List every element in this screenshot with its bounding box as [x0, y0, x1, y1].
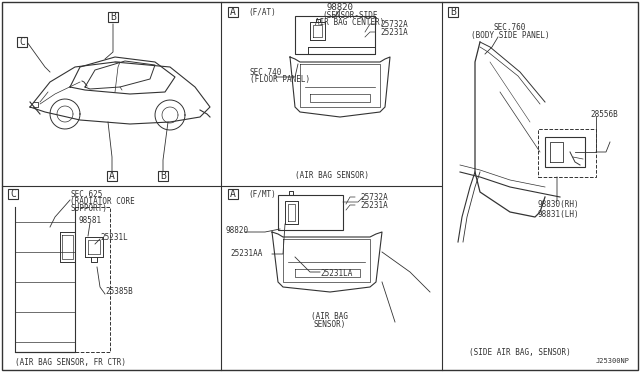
- Text: A: A: [230, 189, 236, 199]
- Text: AIR BAG CENTER): AIR BAG CENTER): [316, 17, 385, 26]
- Bar: [278, 195, 343, 230]
- Text: SEC.760: SEC.760: [494, 22, 526, 32]
- Text: B: B: [160, 171, 166, 181]
- Text: 25231A: 25231A: [380, 28, 408, 36]
- Text: B: B: [450, 7, 456, 17]
- Text: (BODY SIDE PANEL): (BODY SIDE PANEL): [470, 31, 549, 39]
- Text: SENSOR): SENSOR): [314, 321, 346, 330]
- Text: 98820: 98820: [226, 225, 249, 234]
- Text: (AIR BAG SENSOR): (AIR BAG SENSOR): [295, 170, 369, 180]
- Text: 98831(LH): 98831(LH): [538, 209, 580, 218]
- Bar: [107, 171, 117, 181]
- Text: B: B: [110, 12, 116, 22]
- Text: (F/MT): (F/MT): [248, 189, 276, 199]
- Text: SEC.740: SEC.740: [250, 67, 282, 77]
- Text: (AIR BAG SENSOR, FR CTR): (AIR BAG SENSOR, FR CTR): [15, 357, 126, 366]
- Bar: [17, 37, 27, 47]
- Text: (SIDE AIR BAG, SENSOR): (SIDE AIR BAG, SENSOR): [469, 347, 571, 356]
- Text: C: C: [10, 189, 16, 199]
- Text: (RADIATOR CORE: (RADIATOR CORE: [70, 196, 135, 205]
- Text: (SENSOR-SIDE: (SENSOR-SIDE: [323, 10, 378, 19]
- Text: 25231LA: 25231LA: [320, 269, 353, 279]
- Text: A: A: [109, 171, 115, 181]
- Text: 98830(RH): 98830(RH): [538, 199, 580, 208]
- Bar: [228, 7, 238, 17]
- Text: (AIR BAG: (AIR BAG: [312, 312, 349, 321]
- Text: 25231L: 25231L: [100, 232, 128, 241]
- Bar: [538, 129, 596, 177]
- Text: 98820: 98820: [326, 3, 353, 12]
- Bar: [228, 189, 238, 199]
- Text: (F/AT): (F/AT): [248, 7, 276, 16]
- Text: J25300NP: J25300NP: [596, 358, 630, 364]
- Bar: [295, 16, 375, 54]
- Text: 25231AA: 25231AA: [230, 250, 262, 259]
- Text: 28556B: 28556B: [590, 109, 618, 119]
- Bar: [108, 12, 118, 22]
- Text: A: A: [230, 7, 236, 17]
- Text: C: C: [19, 37, 25, 47]
- Bar: [158, 171, 168, 181]
- Text: SEC.625: SEC.625: [70, 189, 102, 199]
- Text: 25231A: 25231A: [360, 201, 388, 209]
- Bar: [8, 189, 18, 199]
- Bar: [448, 7, 458, 17]
- Text: 25732A: 25732A: [360, 192, 388, 202]
- Text: 98581: 98581: [78, 215, 101, 224]
- Text: 25385B: 25385B: [105, 288, 132, 296]
- Bar: [545, 137, 585, 167]
- Text: (FLOOR PANEL): (FLOOR PANEL): [250, 74, 310, 83]
- Text: 25732A: 25732A: [380, 19, 408, 29]
- Text: SUPPORT): SUPPORT): [70, 203, 107, 212]
